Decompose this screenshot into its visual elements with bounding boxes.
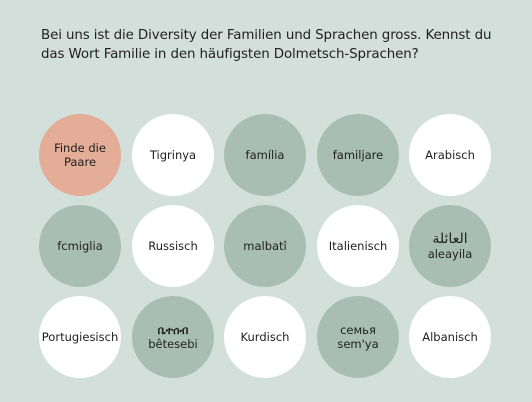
instruction-label: Finde die Paare [54, 141, 106, 169]
card-malbati[interactable]: malbatî [224, 205, 306, 287]
card-label: familjare [332, 148, 384, 162]
card-label: Tigrinya [149, 148, 197, 162]
card-transliteration: aleayila [427, 247, 473, 261]
instruction-card: Finde die Paare [39, 114, 121, 196]
card-label: Arabisch [425, 148, 475, 162]
question-text: Bei uns ist die Diversity der Familien u… [41, 28, 492, 62]
card-label: fcmiglia [57, 239, 103, 253]
card-script-text: العائلة [432, 231, 468, 247]
card-label: Italienisch [328, 239, 388, 253]
card-tigrinya[interactable]: Tigrinya [132, 114, 214, 196]
card-label: Russisch [148, 239, 198, 253]
card-label: família [245, 148, 285, 162]
card-arabisch[interactable]: Arabisch [409, 114, 491, 196]
card-italienisch[interactable]: Italienisch [317, 205, 399, 287]
card-label: Portugiesisch [41, 330, 119, 344]
card-label: Kurdisch [240, 330, 290, 344]
memory-card-grid: Finde die Paare Tigrinya família familja… [39, 114, 493, 384]
card-kurdisch[interactable]: Kurdisch [224, 296, 306, 378]
card-fcmiglia[interactable]: fcmiglia [39, 205, 121, 287]
card-albanisch[interactable]: Albanisch [409, 296, 491, 378]
card-script-text: семья [340, 323, 376, 337]
card-familjare[interactable]: familjare [317, 114, 399, 196]
card-transliteration: sem'ya [337, 337, 379, 351]
card-semya[interactable]: семья sem'ya [317, 296, 399, 378]
card-transliteration: bêtesebi [148, 336, 198, 351]
card-russisch[interactable]: Russisch [132, 205, 214, 287]
card-script-text: ቤተሰብ [157, 323, 189, 337]
card-betesebi[interactable]: ቤተሰብ bêtesebi [132, 296, 214, 378]
card-familia[interactable]: família [224, 114, 306, 196]
card-portugiesisch[interactable]: Portugiesisch [39, 296, 121, 378]
card-label: malbatî [243, 239, 287, 253]
card-aleayila[interactable]: العائلة aleayila [409, 205, 491, 287]
card-label: Albanisch [422, 330, 478, 344]
